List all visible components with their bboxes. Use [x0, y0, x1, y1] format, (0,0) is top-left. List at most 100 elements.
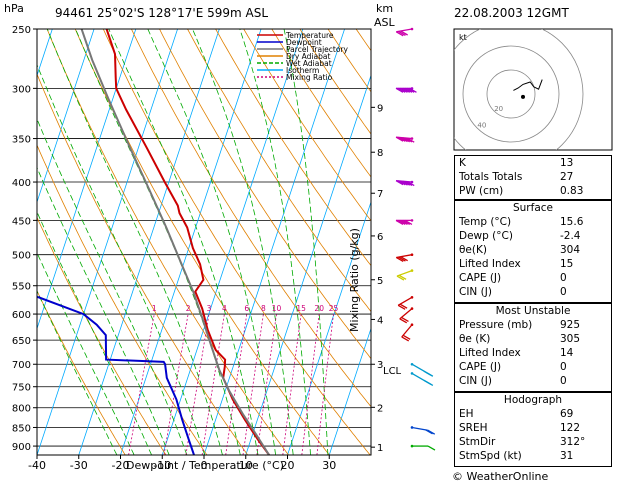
wind-barb-base: [410, 323, 414, 327]
dry-adiabat-line: [187, 29, 371, 313]
pressure-tick-label: 900: [12, 442, 31, 453]
temperature-axis: -40 -30 -20 -10 0 10 20 30: [28, 455, 336, 472]
surface-title: Surface: [512, 202, 553, 214]
wind-barb-flag: [395, 256, 404, 263]
hodo-value: 69: [560, 408, 574, 420]
isotherm-line: [161, 29, 304, 455]
index-label: Totals Totals: [459, 171, 523, 183]
series-parcel-trajectory: [80, 29, 270, 455]
dry-adiabat-line: [74, 29, 330, 455]
height-tick-label: 7: [377, 189, 383, 200]
isotherm-line: [37, 29, 137, 330]
legend-label: Dewpoint: [286, 38, 322, 47]
mu-label: CIN (J): [459, 375, 492, 387]
hodograph-ring: [486, 69, 536, 119]
pressure-tick-label: 550: [12, 282, 31, 293]
dry-adiabat-line: [37, 73, 249, 455]
wind-barb-flag: [406, 87, 415, 93]
surface-box: Surface Temp (°C) 15.6 Dewp (°C) -2.4 θe(K…: [454, 200, 612, 303]
pressure-tick-label: 800: [12, 404, 31, 415]
hodo-row: StmDir 312°: [455, 435, 611, 449]
station-info: 94461 25°02'S 128°17'E 599m ASL: [55, 6, 269, 20]
wind-barbs: [395, 27, 436, 451]
temperature-tick-label: -10: [153, 459, 171, 472]
wind-barb-flag: [395, 87, 404, 93]
index-label: K: [459, 157, 466, 169]
wind-barb-flag: [402, 87, 411, 93]
pressure-tick-label: 700: [12, 360, 31, 371]
pressure-tick-label: 750: [12, 383, 31, 394]
temperature-tick-label: -40: [28, 459, 46, 472]
height-tick-label: 9: [377, 103, 383, 114]
wind-barb-flag: [398, 30, 406, 36]
dry-adiabat-line: [159, 29, 371, 360]
brand-label: © WeatherOnline: [452, 470, 549, 483]
wind-barb-base: [410, 296, 414, 299]
surface-label: Temp (°C): [459, 216, 512, 228]
series-temperature: [105, 29, 270, 455]
mixing-axis-label: Mixing Ratio (g/kg): [348, 228, 361, 332]
hodograph: kt 20 40: [454, 29, 584, 150]
wind-barb-base: [410, 27, 414, 31]
mu-label: Pressure (mb): [459, 319, 533, 331]
dry-adiabat-line: [37, 216, 167, 455]
pressure-tick-label: 600: [12, 310, 31, 321]
mu-value: 0: [560, 361, 567, 373]
wind-barb-flag: [425, 429, 433, 435]
surface-row: Dewp (°C) -2.4: [455, 229, 611, 243]
isotherm-line: [287, 200, 371, 455]
mixing-ratio-label: 2: [186, 304, 191, 313]
legend-label: Wet Adiabat: [286, 59, 332, 68]
wind-barb-flag: [396, 275, 405, 281]
wind-barb-base: [410, 87, 414, 90]
wind-barb-base: [410, 137, 414, 140]
mu-value: 14: [560, 347, 574, 359]
legend-label: Isotherm: [286, 66, 319, 75]
hodograph-index-title: Hodograph: [503, 394, 563, 406]
temperature-tick-label: 30: [322, 459, 336, 472]
hodo-row: SREH 122: [455, 421, 611, 435]
wind-barb-flag: [400, 87, 408, 93]
index-row: PW (cm) 0.83: [455, 184, 611, 198]
hodograph-ring-label: 40: [477, 122, 486, 130]
temperature-tick-label: 20: [281, 459, 295, 472]
wet-adiabat-line: [37, 118, 188, 455]
datetime: 22.08.2003 12GMT: [454, 6, 569, 20]
surface-label: Lifted Index: [459, 258, 521, 270]
mu-label: Lifted Index: [459, 347, 521, 359]
surface-label: CIN (J): [459, 286, 492, 298]
wind-barb-flag: [402, 219, 411, 225]
height-axis: 1 2 3 4 5 6 7 8 9 LCL: [371, 103, 402, 454]
wind-barb-flag: [398, 256, 406, 262]
temperature-tick-label: 0: [201, 459, 208, 472]
series-dewpoint: [37, 296, 195, 455]
wind-barb-flag: [398, 274, 407, 280]
mu-row: CAPE (J) 0: [455, 360, 611, 374]
wind-barb-flag: [400, 219, 408, 225]
hodo-value: 31: [560, 450, 574, 462]
wind-barb-flag: [397, 87, 406, 93]
legend-label: Dry Adiabat: [286, 52, 330, 61]
mixing-ratio-line: [201, 314, 225, 455]
temperature-tick-label: -30: [70, 459, 88, 472]
surface-row: Temp (°C) 15.6: [455, 215, 611, 229]
mu-value: 305: [560, 333, 581, 345]
mu-label: CAPE (J): [459, 361, 502, 373]
wind-barb-flag: [423, 370, 432, 376]
background-grid: [0, 29, 371, 455]
pressure-tick-label: 300: [12, 84, 31, 95]
isotherm-line: [0, 29, 11, 455]
asl-label: ASL: [374, 16, 395, 29]
isotherm-line: [245, 74, 371, 455]
km-label: km: [376, 2, 394, 15]
wet-adiabat-line: [37, 63, 206, 455]
wind-barb-base: [410, 180, 414, 184]
pressure-tick-label: 650: [12, 336, 31, 347]
wind-barb-flag: [404, 219, 413, 225]
height-tick-label: 5: [377, 276, 383, 287]
height-tick-label: 1: [377, 443, 383, 454]
mu-row: Lifted Index 14: [455, 346, 611, 360]
lcl-label: LCL: [383, 366, 402, 377]
hodo-row: EH 69: [455, 407, 611, 421]
